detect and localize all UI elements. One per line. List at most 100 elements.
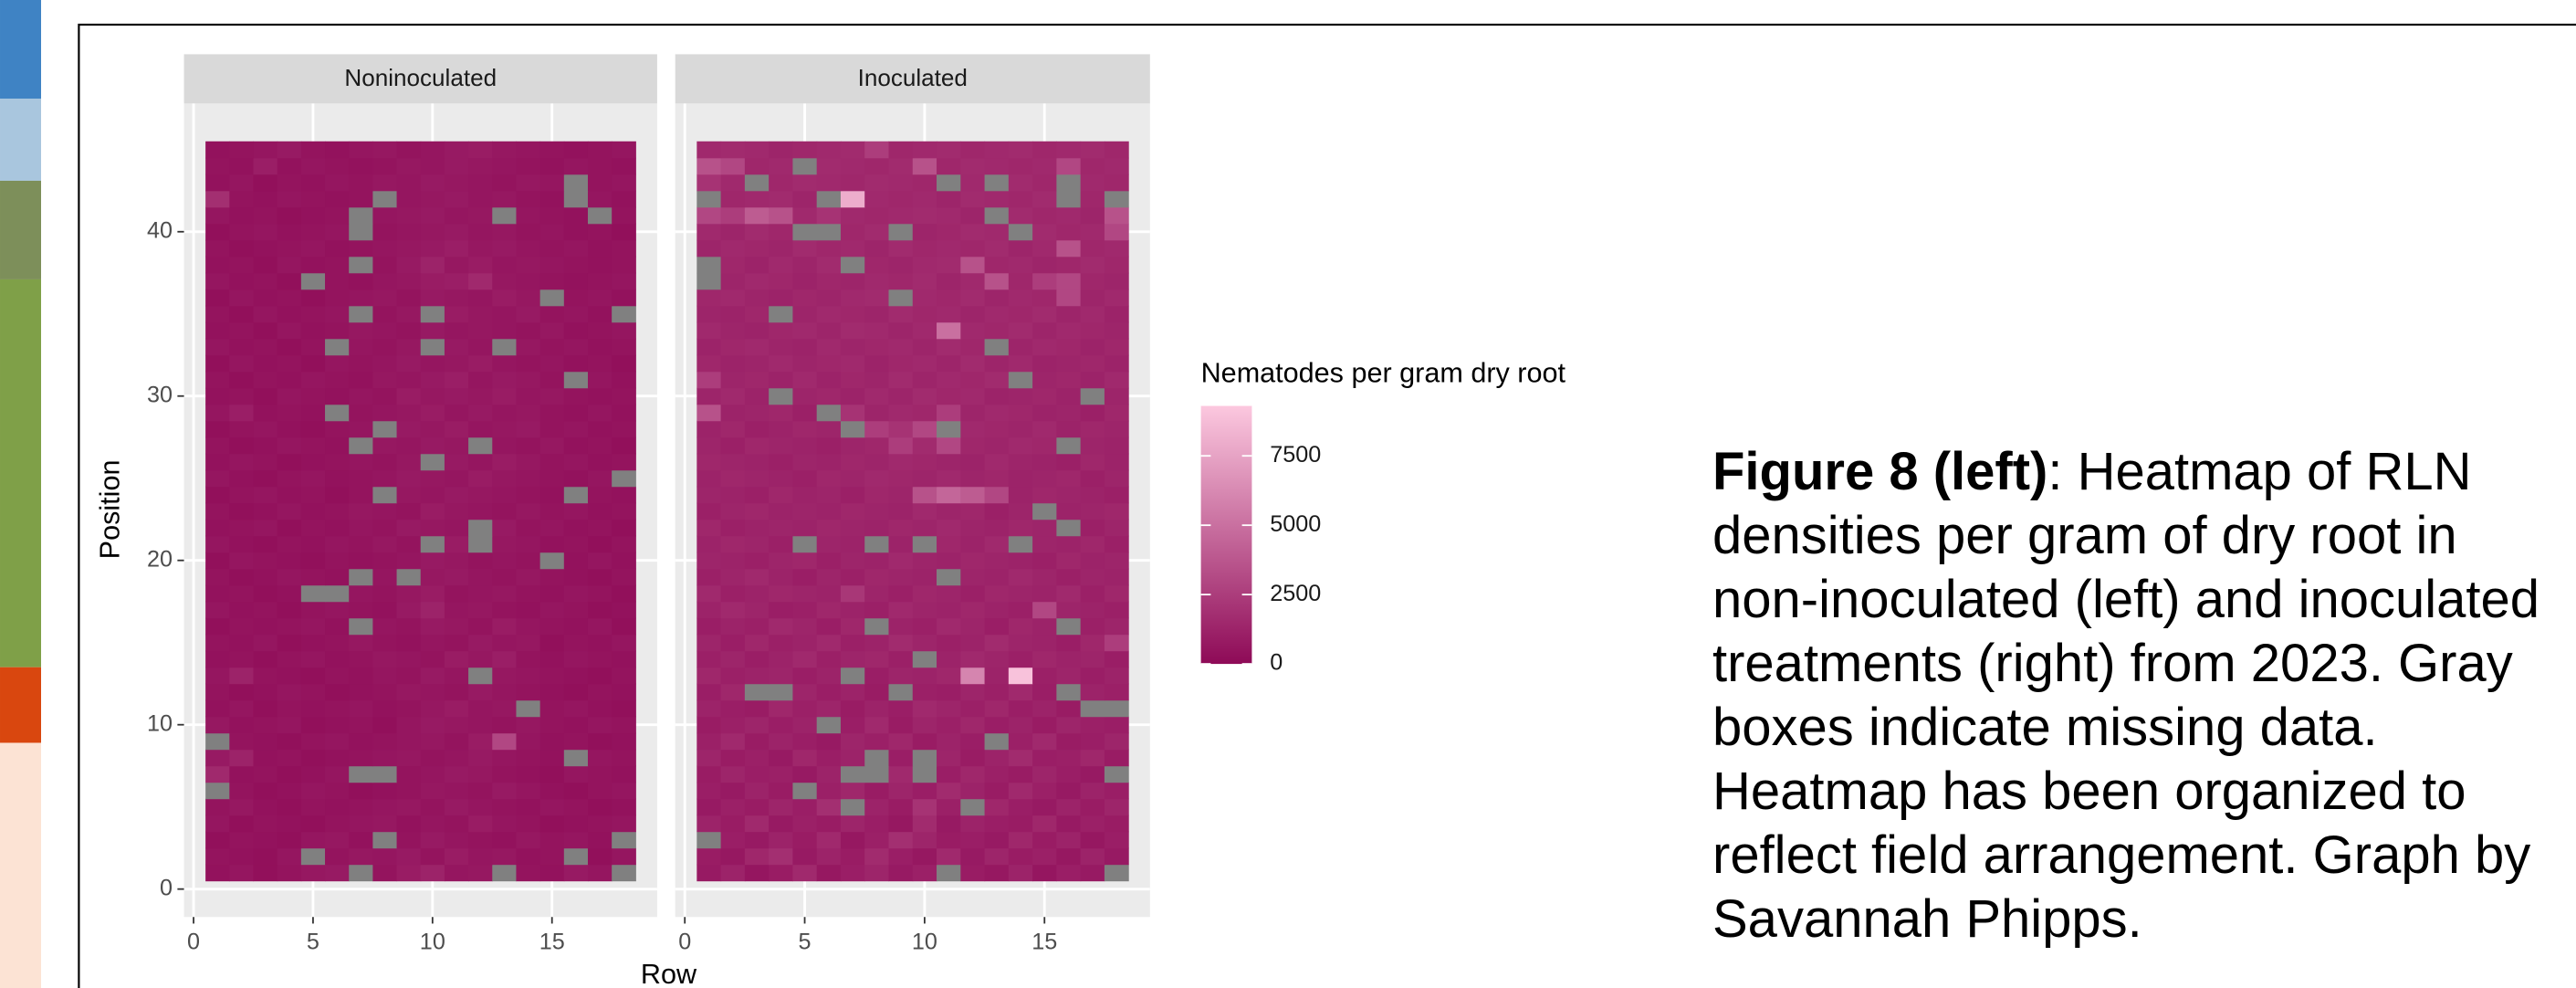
heatmap-cell <box>985 766 1010 783</box>
heatmap-cell <box>612 635 636 652</box>
heatmap-cell <box>301 158 326 175</box>
heatmap-cell <box>468 158 493 175</box>
heatmap-cell <box>492 503 517 520</box>
heatmap-cell <box>1105 405 1129 422</box>
heatmap-cell <box>792 207 817 225</box>
heatmap-cell <box>205 750 230 767</box>
heatmap-cell <box>696 700 721 718</box>
heatmap-cell <box>588 585 613 603</box>
heatmap-cell <box>564 142 589 159</box>
heatmap-cell <box>841 585 865 603</box>
heatmap-cell <box>372 815 397 833</box>
heatmap-cell <box>301 437 326 455</box>
heatmap-cell <box>721 421 746 438</box>
heatmap-cell <box>888 865 913 882</box>
heatmap-cell <box>1081 750 1105 767</box>
heatmap-cell <box>888 322 913 340</box>
heatmap-cell <box>864 257 889 274</box>
heatmap-cell <box>841 815 865 833</box>
heatmap-cell <box>1032 503 1057 520</box>
heatmap-cell <box>445 717 469 734</box>
heatmap-cell <box>229 700 254 718</box>
heatmap-cell <box>1105 618 1129 636</box>
heatmap-cell <box>349 651 373 668</box>
heatmap-cell <box>769 783 793 800</box>
heatmap-cell <box>229 257 254 274</box>
heatmap-cell <box>397 585 422 603</box>
heatmap-cell <box>937 339 961 356</box>
heatmap-cell <box>253 799 277 816</box>
heatmap-cell <box>325 339 350 356</box>
heatmap-cell <box>325 191 350 208</box>
heatmap-cell <box>468 783 493 800</box>
heatmap-cell <box>445 372 469 389</box>
heatmap-cell <box>564 667 589 685</box>
heatmap-cell <box>721 651 746 668</box>
heatmap-cell <box>1056 224 1081 241</box>
heatmap-cell <box>769 437 793 455</box>
heatmap-cell <box>913 191 937 208</box>
heatmap-cell <box>492 388 517 405</box>
heatmap-cell <box>1081 224 1105 241</box>
heatmap-cell <box>745 224 770 241</box>
heatmap-cell <box>372 635 397 652</box>
heatmap-cell <box>325 667 350 685</box>
heatmap-cell <box>888 405 913 422</box>
heatmap-cell <box>229 684 254 701</box>
x-tick-label: 15 <box>539 930 565 955</box>
heatmap-cell <box>745 815 770 833</box>
heatmap-cell <box>588 372 613 389</box>
heatmap-cell <box>1009 815 1033 833</box>
heatmap-cell <box>253 602 277 619</box>
heatmap-cell <box>721 388 746 405</box>
heatmap-cell <box>913 717 937 734</box>
heatmap-cell <box>397 437 422 455</box>
heatmap-cell <box>745 388 770 405</box>
heatmap-cell <box>445 733 469 751</box>
heatmap-cell <box>817 651 842 668</box>
heatmap-cell <box>229 355 254 373</box>
heatmap-cell <box>745 372 770 389</box>
heatmap-cell <box>817 667 842 685</box>
heatmap-cell <box>468 618 493 636</box>
heatmap-cell <box>888 717 913 734</box>
heatmap-cell <box>205 684 230 701</box>
photo-trees <box>0 181 41 279</box>
heatmap-cell <box>540 339 565 356</box>
heatmap-cell <box>985 339 1010 356</box>
heatmap-cell <box>516 651 540 668</box>
heatmap-cell <box>696 602 721 619</box>
heatmap-cell <box>325 618 350 636</box>
heatmap-cell <box>229 536 254 553</box>
heatmap-cell <box>1081 289 1105 307</box>
heatmap-cell <box>1056 848 1081 866</box>
heatmap-cell <box>745 552 770 570</box>
heatmap-cell <box>301 405 326 422</box>
heatmap-cell <box>745 437 770 455</box>
heatmap-cell <box>612 388 636 405</box>
heatmap-cell <box>913 306 937 323</box>
heatmap-cell <box>612 174 636 192</box>
heatmap-cell <box>937 651 961 668</box>
heatmap-cell <box>769 339 793 356</box>
heatmap-cell <box>372 191 397 208</box>
photo-field <box>0 279 41 667</box>
heatmap-cell <box>1105 799 1129 816</box>
heatmap-cell <box>325 717 350 734</box>
heatmap-cell <box>397 520 422 537</box>
heatmap-cell <box>540 437 565 455</box>
heatmap-cell <box>325 552 350 570</box>
heatmap-cell <box>1032 717 1057 734</box>
heatmap-cell <box>937 848 961 866</box>
heatmap-cell <box>696 865 721 882</box>
heatmap-cell <box>253 503 277 520</box>
heatmap-cell <box>516 289 540 307</box>
heatmap-cell <box>540 158 565 175</box>
heatmap-cell <box>277 750 302 767</box>
heatmap-cell <box>1032 700 1057 718</box>
heatmap-cell <box>325 158 350 175</box>
heatmap-cell <box>492 635 517 652</box>
heatmap-cell <box>1081 536 1105 553</box>
heatmap-cell <box>960 536 985 553</box>
heatmap-cell <box>792 602 817 619</box>
